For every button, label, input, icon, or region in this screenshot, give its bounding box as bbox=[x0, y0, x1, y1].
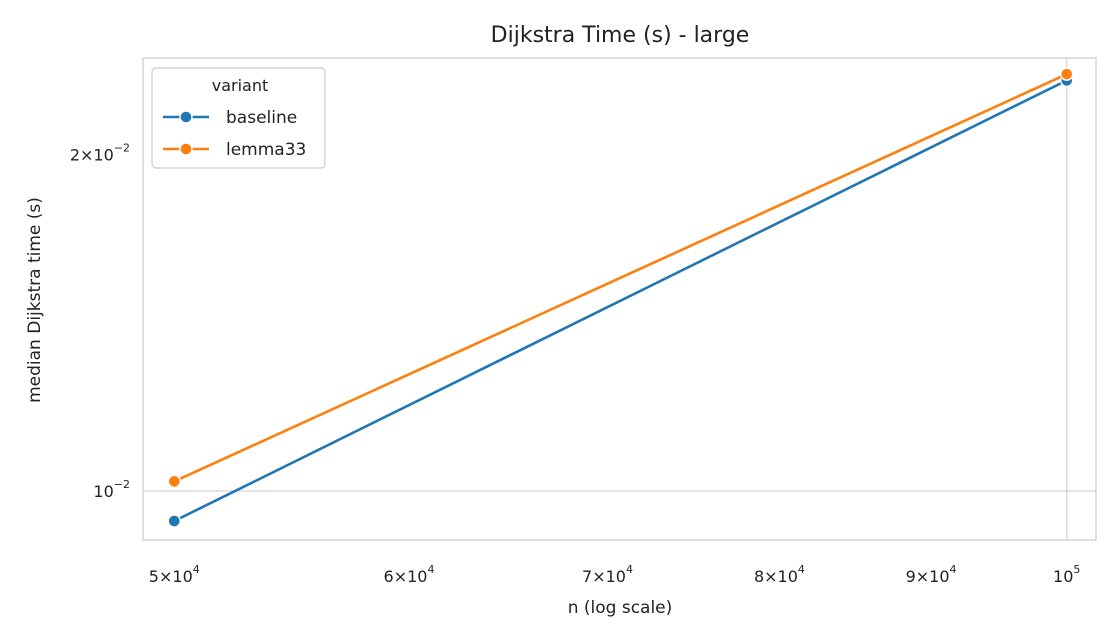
x-tick-label: 6×104 bbox=[384, 563, 435, 586]
legend-box bbox=[151, 67, 326, 169]
series-line-baseline bbox=[173, 79, 1068, 523]
data-point-lemma33 bbox=[167, 474, 181, 489]
legend-label-baseline: baseline bbox=[226, 108, 297, 128]
legend: variant baseline lemma33 bbox=[151, 67, 326, 169]
legend-swatch-marker bbox=[179, 110, 193, 124]
data-point-lemma33 bbox=[1060, 67, 1074, 81]
plot-frame bbox=[142, 57, 1097, 541]
x-tick-label: 7×104 bbox=[582, 563, 633, 586]
y-axis-label: median Dijkstra time (s) bbox=[25, 197, 45, 403]
x-tick-label: 105 bbox=[1053, 563, 1080, 586]
legend-title: variant bbox=[212, 76, 269, 95]
series-line-lemma33 bbox=[173, 73, 1068, 483]
plot-area: 5×104 6×104 7×104 8×104 9×104 105 10−2 2×10−2 bbox=[70, 57, 1097, 586]
legend-label-lemma33: lemma33 bbox=[226, 140, 306, 160]
chart-title: Dijkstra Time (s) - large bbox=[491, 23, 750, 48]
x-tick-label: 8×104 bbox=[754, 563, 805, 586]
x-axis-label: n (log scale) bbox=[568, 598, 673, 618]
data-point-baseline bbox=[167, 514, 181, 528]
legend-swatch-marker bbox=[179, 142, 193, 156]
x-tick-label: 9×104 bbox=[906, 563, 957, 586]
y-tick-label: 10−2 bbox=[93, 478, 130, 501]
x-tick-label: 5×104 bbox=[149, 563, 200, 586]
y-tick-label: 2×10−2 bbox=[70, 142, 130, 165]
